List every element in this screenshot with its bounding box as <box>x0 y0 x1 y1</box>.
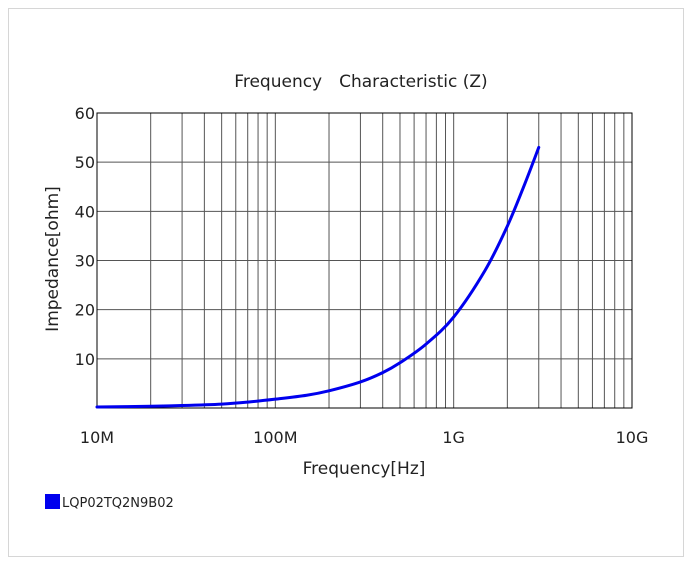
x-tick-labels: 10M 100M 1G 10G <box>80 428 648 447</box>
y-tick-label: 50 <box>75 153 95 172</box>
chart-title: Frequency Characteristic (Z) <box>234 72 487 92</box>
grid <box>97 113 632 408</box>
plot-area-border <box>96 112 633 409</box>
y-tick-label: 20 <box>75 301 95 320</box>
legend-swatch <box>45 494 60 509</box>
x-tick-label: 100M <box>253 428 297 447</box>
legend-label: LQP02TQ2N9B02 <box>62 496 174 511</box>
series-layer <box>95 145 541 409</box>
y-tick-label: 40 <box>75 202 95 221</box>
y-tick-labels: 10 20 30 40 50 60 <box>75 104 95 369</box>
series-line <box>95 145 541 409</box>
y-tick-label: 60 <box>75 104 95 123</box>
x-axis-label: Frequency[Hz] <box>303 459 426 479</box>
y-tick-label: 10 <box>75 350 95 369</box>
y-tick-label: 30 <box>75 252 95 271</box>
x-tick-label: 1G <box>442 428 465 447</box>
legend: LQP02TQ2N9B02 <box>45 494 174 511</box>
x-tick-label: 10M <box>80 428 114 447</box>
chart-frame <box>8 8 684 557</box>
y-axis-label: Impedance[ohm] <box>43 186 63 332</box>
x-tick-label: 10G <box>616 428 649 447</box>
